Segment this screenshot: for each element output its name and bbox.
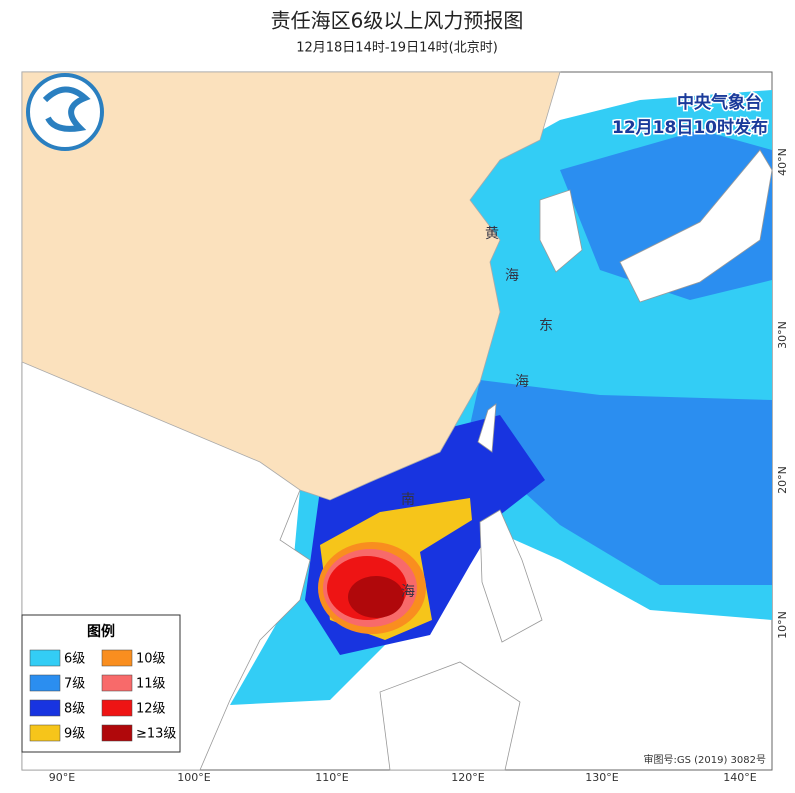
legend-label: 12级 <box>136 702 166 717</box>
legend-swatch <box>101 724 133 742</box>
longitude-label: 140°E <box>723 771 756 784</box>
legend-label: 7级 <box>64 677 85 692</box>
map-area <box>21 71 773 771</box>
land-philippines <box>479 509 543 643</box>
latitude-label: 10°N <box>776 611 789 639</box>
logo-mark <box>42 86 91 132</box>
land-japan <box>619 149 773 303</box>
sea-label: 海 <box>505 268 519 284</box>
legend-label: 10级 <box>136 652 166 667</box>
legend-label: 9级 <box>64 727 85 742</box>
zone-13 <box>348 576 404 618</box>
legend-swatch <box>101 699 133 717</box>
map-subtitle: 12月18日14时-19日14时(北京时) <box>296 41 498 56</box>
legend-label: 8级 <box>64 702 85 717</box>
legend-label: 11级 <box>136 677 166 692</box>
logo <box>26 73 104 151</box>
map-title: 责任海区6级以上风力预报图 <box>271 9 524 33</box>
latitude-label: 30°N <box>776 321 789 349</box>
legend-swatch <box>29 724 61 742</box>
agency: 中央气象台 <box>677 92 762 113</box>
legend-label: 6级 <box>64 652 85 667</box>
land-taiwan <box>477 403 497 453</box>
sea-label: 黄 <box>485 225 499 242</box>
land-borneo <box>379 661 521 771</box>
legend-title: 图例 <box>87 623 115 640</box>
latitude-label: 20°N <box>776 466 789 494</box>
longitude-label: 100°E <box>177 771 210 784</box>
land-china <box>21 71 561 501</box>
longitude-label: 110°E <box>315 771 348 784</box>
approval-number: 审图号:GS (2019) 3082号 <box>643 753 766 766</box>
latitude-label: 40°N <box>776 148 789 176</box>
land-korea <box>539 189 583 273</box>
longitude-label: 120°E <box>451 771 484 784</box>
issue-time: 12月18日10时发布 <box>612 117 768 138</box>
sea-label: 东 <box>539 318 553 334</box>
legend-swatch <box>101 674 133 692</box>
legend-swatch <box>29 674 61 692</box>
legend: 图例 6级 7级 8级 9级 10级 11级 12级 ≥13级 <box>21 614 181 753</box>
legend-swatch <box>29 649 61 667</box>
sea-label: 南 <box>401 492 415 508</box>
zone-7 <box>460 380 772 585</box>
longitude-label: 90°E <box>49 771 75 784</box>
sea-label: 海 <box>515 374 529 390</box>
legend-swatch <box>101 649 133 667</box>
sea-label: 海 <box>401 584 415 600</box>
legend-swatch <box>29 699 61 717</box>
longitude-label: 130°E <box>585 771 618 784</box>
legend-label: ≥13级 <box>136 727 176 742</box>
